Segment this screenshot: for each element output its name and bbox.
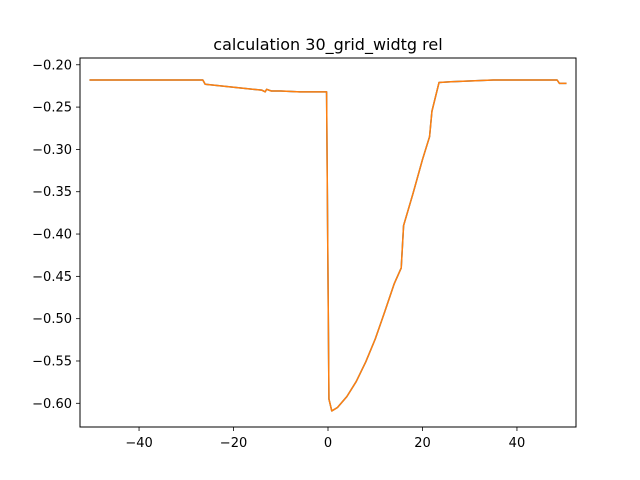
axes: −40 −20 0 20 40 −0.20 −0.25 −0.30 −0.35 −0.40 −0.4… [32, 58, 525, 451]
y-tick-label: −0.35 [32, 185, 72, 200]
y-tick-label: −0.25 [32, 101, 72, 116]
y-tick-label: −0.40 [32, 228, 72, 243]
plot-area [89, 79, 567, 412]
y-tick-label: −0.45 [32, 270, 72, 285]
x-tick-label: −20 [220, 436, 247, 451]
chart-title: calculation 30_grid_widtg rel [213, 35, 442, 55]
y-tick-label: −0.20 [32, 58, 72, 73]
axes-frame [79, 57, 577, 428]
y-tick-label: −0.60 [32, 397, 72, 412]
y-tick-label: −0.55 [32, 354, 72, 369]
x-tick-label: −40 [125, 436, 152, 451]
x-tick-label: 20 [414, 436, 431, 451]
x-tick-label: 0 [324, 436, 332, 451]
y-tick-label: −0.30 [32, 143, 72, 158]
x-tick-label: 40 [509, 436, 526, 451]
y-tick-label: −0.50 [32, 312, 72, 327]
series-line-2 [89, 79, 567, 412]
